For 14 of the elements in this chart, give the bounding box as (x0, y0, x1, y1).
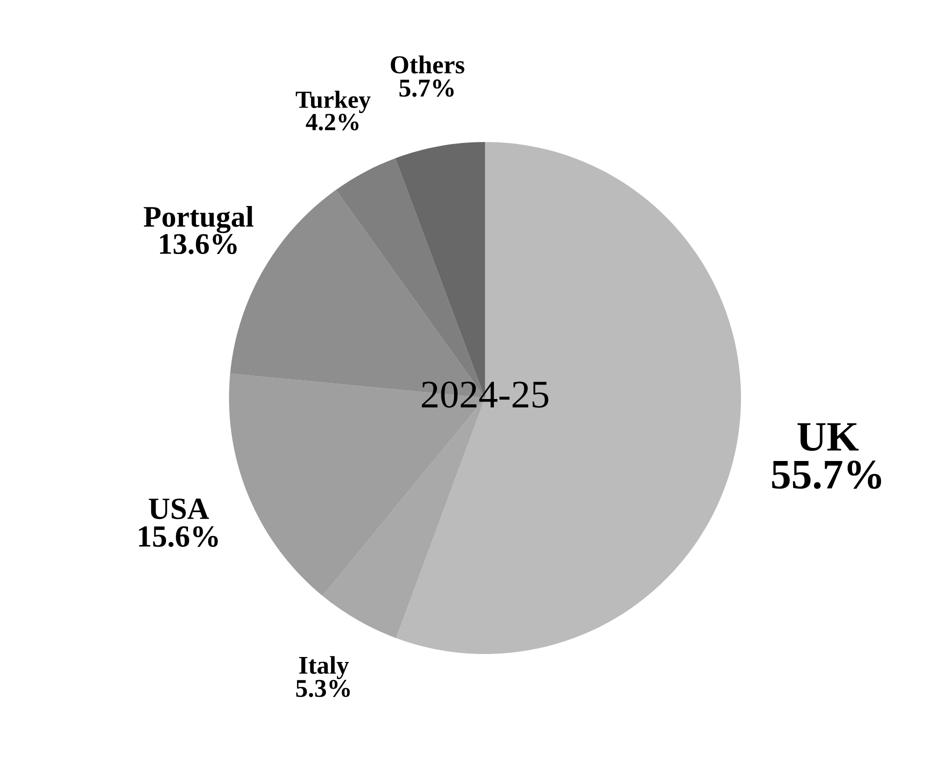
slice-label: UK (797, 423, 859, 451)
slice-label: USA (148, 498, 209, 520)
data-label: 55.7% (772, 460, 882, 489)
data-label: 13.6% (160, 234, 237, 254)
pie-slice (396, 142, 741, 654)
text: 2024-25 (422, 381, 548, 408)
slice-label: Portugal (144, 206, 254, 234)
data-label: 5.7% (399, 79, 454, 97)
data-label: 4.2% (306, 114, 358, 130)
slice-label: Others (390, 55, 464, 74)
slice-label: Italy (299, 656, 349, 680)
data-label: 5.3% (296, 680, 350, 698)
data-label: 15.6% (139, 526, 218, 547)
slice-label: Turkey (296, 90, 371, 114)
